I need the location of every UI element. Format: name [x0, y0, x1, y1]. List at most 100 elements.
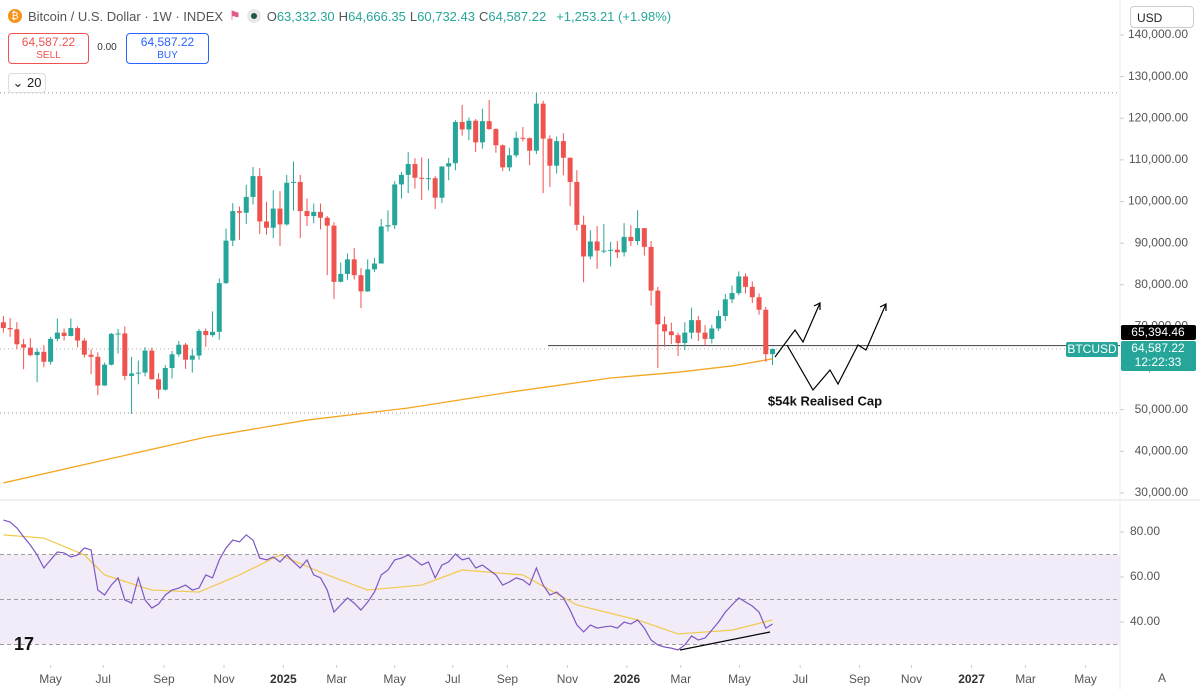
rsi-tick-label: 80.00: [1130, 524, 1160, 538]
candle-body: [689, 320, 695, 333]
buy-button[interactable]: 64,587.22 BUY: [126, 33, 209, 64]
candle-body: [297, 181, 303, 212]
candle-body: [34, 351, 40, 356]
candle-body: [648, 246, 654, 291]
y-tick-label: 90,000.00: [1135, 235, 1189, 249]
ohlc-value: 63,332.30: [276, 8, 335, 24]
candle-body: [695, 320, 701, 333]
candle-body: [621, 236, 627, 253]
candle-body: [743, 276, 749, 287]
ohlc-value: 64,587.22: [488, 8, 547, 24]
candle-body: [183, 344, 189, 360]
candle-body: [344, 259, 350, 274]
x-tick-label: May: [39, 672, 62, 686]
candle-body: [520, 137, 526, 139]
candle-body: [365, 269, 371, 292]
x-tick-label: 2027: [958, 672, 985, 686]
candle-body: [560, 141, 566, 158]
scale-mode[interactable]: A: [1158, 671, 1166, 685]
candle-body: [270, 208, 276, 228]
candle-body: [452, 121, 458, 164]
candle-body: [668, 331, 674, 336]
symbol-label: BTCUSD: [1067, 342, 1117, 356]
candle-body: [392, 184, 398, 226]
logo: 17: [14, 634, 34, 654]
candle-body: [459, 121, 465, 130]
candle-body: [446, 163, 452, 167]
currency-select[interactable]: USD: [1130, 6, 1194, 28]
buy-price: 64,587.22: [140, 35, 195, 49]
rsi-tick-label: 60.00: [1130, 569, 1160, 583]
candle-body: [533, 103, 539, 151]
candle-body: [142, 350, 148, 373]
candle-body: [135, 372, 141, 374]
y-tick-label: 100,000.00: [1128, 194, 1188, 208]
candle-body: [61, 332, 67, 336]
projection-arrows: [679, 302, 887, 651]
candle-body: [108, 333, 114, 365]
sell-price: 64,587.22: [21, 35, 76, 49]
candle-body: [81, 340, 87, 355]
sell-label: SELL: [36, 50, 61, 61]
y-tick-label: 130,000.00: [1128, 69, 1188, 83]
candle-body: [250, 176, 256, 197]
sell-button[interactable]: 64,587.22 SELL: [8, 33, 89, 64]
change: +1,253.21 (+1.98%): [556, 8, 672, 24]
candle-body: [486, 121, 492, 130]
candle-body: [385, 225, 391, 227]
y-tick-label: 40,000.00: [1135, 443, 1189, 457]
indicator-count: 20: [27, 75, 42, 90]
candle-body: [655, 290, 661, 325]
flag-icon[interactable]: ⚑: [229, 8, 241, 23]
candle-body: [770, 348, 776, 355]
candle-body: [567, 157, 573, 182]
candle-body: [203, 330, 209, 336]
candle-body: [169, 354, 175, 369]
candle-body: [587, 241, 593, 257]
symbol-label-box: [1066, 342, 1118, 357]
candle-body: [27, 347, 33, 356]
candle-body: [493, 129, 499, 146]
candle-body: [331, 225, 337, 282]
x-tick-label: 2025: [270, 672, 297, 686]
x-tick-label: Jul: [793, 672, 808, 686]
x-tick-label: Nov: [213, 672, 234, 686]
ohlc-legend: O63,332.30 H64,666.35 L60,732.43 C64,587.22: [267, 9, 551, 24]
coin-icon: ₿: [8, 9, 22, 23]
candle-body: [149, 350, 155, 380]
x-tick-label: Mar: [1015, 672, 1036, 686]
rsi-line: [3, 519, 773, 651]
candle-body: [601, 250, 607, 252]
x-tick-label: Mar: [326, 672, 347, 686]
x-tick-label: Mar: [670, 672, 691, 686]
ohlc-label: H: [338, 8, 349, 24]
candle-body: [210, 331, 216, 336]
candle-body: [351, 259, 357, 276]
candle-body: [75, 328, 81, 341]
candle-body: [237, 211, 243, 213]
candle-body: [425, 178, 431, 180]
candle-body: [378, 226, 384, 264]
candle-body: [527, 138, 533, 151]
y-tick-label: 50,000.00: [1135, 402, 1189, 416]
symbol-title[interactable]: Bitcoin / U.S. Dollar · 1W · INDEX: [28, 8, 224, 24]
candle-body: [749, 286, 755, 298]
candle-body: [540, 103, 546, 139]
candle-body: [628, 236, 634, 242]
x-tick-label: Nov: [901, 672, 922, 686]
candle-body: [338, 273, 344, 282]
x-tick-label: May: [1074, 672, 1097, 686]
candle-body: [41, 351, 47, 362]
ohlc-value: 64,666.35: [348, 8, 406, 24]
candle-body: [0, 322, 6, 329]
candle-body: [729, 293, 735, 300]
candle-body: [68, 328, 74, 336]
currency: USD: [1137, 11, 1163, 25]
candle-body: [574, 181, 580, 225]
candle-body: [405, 164, 411, 175]
candle-body: [102, 364, 108, 386]
candle-body: [419, 177, 425, 179]
x-tick-label: 2026: [613, 672, 640, 686]
annotation: $54k Realised Cap: [768, 393, 882, 408]
indicator-toggle[interactable]: ⌄ 20: [8, 73, 46, 93]
